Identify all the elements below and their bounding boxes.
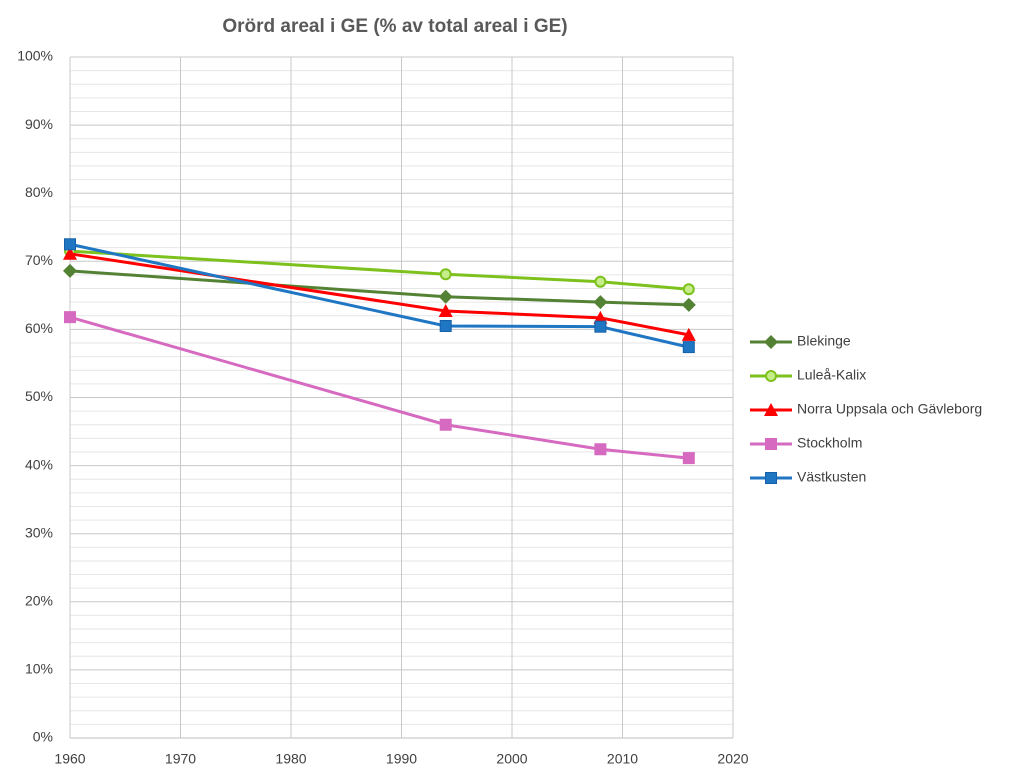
marker	[682, 283, 695, 296]
x-tick-label: 2000	[496, 751, 527, 767]
marker	[439, 268, 452, 281]
series	[64, 238, 695, 354]
marker	[594, 320, 607, 333]
legend-marker	[765, 438, 777, 450]
legend-marker	[765, 472, 777, 484]
y-tick-label: 40%	[25, 456, 53, 472]
y-tick-label: 30%	[25, 524, 53, 540]
y-tick-label: 10%	[25, 661, 53, 677]
legend-label: Norra Uppsala och Gävleborg	[797, 401, 982, 417]
y-tick-label: 20%	[25, 593, 53, 609]
series-line	[69, 252, 690, 337]
series	[63, 246, 696, 341]
y-tick-label: 80%	[25, 184, 53, 200]
marker	[681, 297, 696, 312]
legend-marker	[764, 403, 778, 416]
x-tick-label: 2010	[607, 751, 638, 767]
y-tick-label: 50%	[25, 388, 53, 404]
marker	[64, 311, 76, 324]
marker	[439, 418, 452, 431]
x-tick-label: 1990	[386, 751, 417, 767]
legend-label: Stockholm	[797, 435, 862, 451]
chart-title: Orörd areal i GE (% av total areal i GE)	[222, 16, 567, 37]
series	[64, 311, 695, 465]
x-tick-label: 1970	[165, 751, 196, 767]
marker	[682, 341, 695, 354]
marker	[594, 443, 607, 456]
y-tick-label: 0%	[33, 729, 53, 745]
marker	[63, 246, 77, 260]
marker	[439, 319, 452, 332]
marker	[63, 263, 77, 278]
marker	[681, 327, 696, 341]
series-line	[69, 249, 689, 291]
x-tick-label: 1980	[275, 751, 306, 767]
marker	[593, 295, 608, 310]
marker	[593, 310, 608, 324]
y-tick-label: 70%	[25, 252, 53, 268]
y-tick-label: 90%	[25, 116, 53, 132]
legend-label: Västkusten	[797, 469, 866, 485]
marker	[64, 238, 76, 251]
legend-label: Luleå-Kalix	[797, 367, 866, 383]
x-tick-label: 1960	[54, 751, 85, 767]
marker	[594, 275, 607, 288]
legend-label: Blekinge	[797, 333, 851, 349]
legend-marker	[765, 370, 777, 382]
marker	[438, 289, 453, 304]
y-tick-label: 100%	[17, 48, 53, 64]
y-tick-label: 60%	[25, 320, 53, 336]
marker	[438, 304, 453, 318]
series-line	[69, 242, 690, 349]
series-line	[69, 315, 689, 460]
x-tick-label: 2020	[717, 751, 748, 767]
legend-marker	[764, 335, 778, 349]
marker	[682, 452, 695, 465]
